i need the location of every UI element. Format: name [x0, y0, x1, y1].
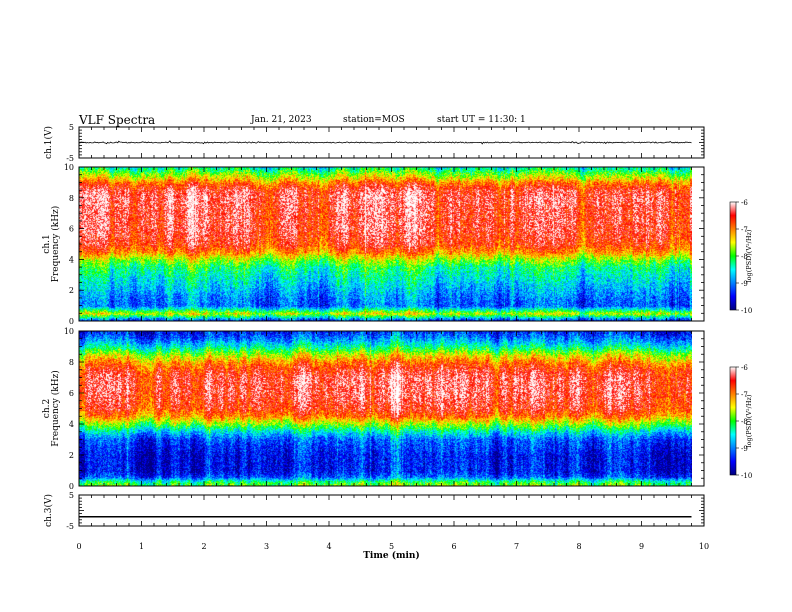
ch1-ytick-label: 5 — [69, 123, 74, 132]
ch1_spec-ylabel-frequency: Frequency (kHz) — [50, 206, 61, 283]
axes — [78, 126, 705, 527]
x-tick-label: 10 — [699, 542, 709, 551]
ch3-ylabel: ch.3(V) — [43, 494, 54, 527]
ch2_spec-ytick-label: 6 — [69, 389, 74, 398]
x-axis-label: Time (min) — [363, 550, 420, 561]
ch1_spec-colorbar — [729, 201, 737, 311]
ch2_spec-colorbar-tick-label: -9 — [741, 445, 748, 453]
ch2_spec-colorbar-tick-label: -7 — [741, 391, 748, 399]
ch2_spec-ytick-label: 10 — [64, 327, 74, 336]
ch2_spec-ytick-label: 4 — [69, 420, 74, 429]
ch1_spec-ytick-label: 10 — [64, 163, 74, 172]
x-tick-label: 7 — [514, 542, 519, 551]
ch1_spec-colorbar-tick-label: -6 — [741, 199, 748, 207]
ch1_spec-colorbar-tick-label: -10 — [741, 307, 752, 315]
x-tick-label: 6 — [451, 542, 456, 551]
date-label: Jan. 21, 2023 — [251, 115, 312, 125]
spectrogram-images — [79, 167, 692, 486]
ch2_spec-ylabel-frequency: Frequency (kHz) — [50, 370, 61, 447]
ch2_spec-spectrogram — [79, 331, 692, 486]
colorbars: -6 -7 -8 -9 -10 log(PSD)(V²/Hz) -6 -7 -8 -9 -10 log… — [729, 199, 753, 480]
x-tick-label: 2 — [201, 542, 206, 551]
x-tick-label: 5 — [389, 542, 394, 551]
ch2_spec-colorbar-tick-label: -10 — [741, 472, 752, 480]
ch1_spec-colorbar-tick-label: -8 — [741, 253, 748, 261]
ch1_spec-colorbar-tick-label: -7 — [741, 226, 748, 234]
ch1_spec-colorbar-label: log(PSD)(V²/Hz) — [745, 229, 753, 282]
ch1_spec-ytick-label: 0 — [69, 317, 74, 326]
x-tick-label: 4 — [326, 542, 331, 551]
ch2_spec-ylabel-channel: ch.2 — [42, 399, 52, 418]
ch1-ytick-label: -5 — [66, 154, 74, 163]
ch1_spec-ytick-label: 4 — [69, 255, 74, 264]
ch2_spec-colorbar — [729, 366, 737, 476]
ch1_spec-spectrogram — [79, 167, 692, 321]
ch1-trace-line — [78, 140, 692, 145]
ch1_spec-ytick-label: 8 — [69, 194, 74, 203]
ch2_spec-colorbar-label: log(PSD)(V²/Hz) — [745, 394, 753, 447]
ch3-ytick-label: -5 — [66, 522, 74, 531]
ch3-ytick-label: 5 — [69, 491, 74, 500]
x-tick-label: 8 — [576, 542, 581, 551]
ch2_spec-colorbar-tick-label: -6 — [741, 364, 748, 372]
ch2_spec-ytick-label: 0 — [69, 482, 74, 491]
ch2_spec-colorbar-tick-label: -8 — [741, 418, 748, 426]
ch1_spec-ytick-label: 6 — [69, 225, 74, 234]
ch1-ylabel: ch.1(V) — [43, 126, 54, 159]
station-label: station=MOS — [343, 115, 405, 125]
ch1_spec-ylabel-channel: ch.1 — [42, 234, 52, 253]
time-series-traces — [78, 140, 692, 518]
ch1_spec-colorbar-tick-label: -9 — [741, 280, 748, 288]
ch1_spec-ytick-label: 2 — [69, 286, 74, 295]
figure-title: VLF Spectra — [79, 113, 156, 127]
x-tick-label: 0 — [76, 542, 81, 551]
x-tick-label: 1 — [139, 542, 144, 551]
x-tick-label: 9 — [639, 542, 644, 551]
x-tick-label: 3 — [264, 542, 269, 551]
ch2_spec-ytick-label: 8 — [69, 358, 74, 367]
ch2_spec-ytick-label: 2 — [69, 451, 74, 460]
start-time-label: start UT = 11:30: 1 — [437, 115, 526, 125]
